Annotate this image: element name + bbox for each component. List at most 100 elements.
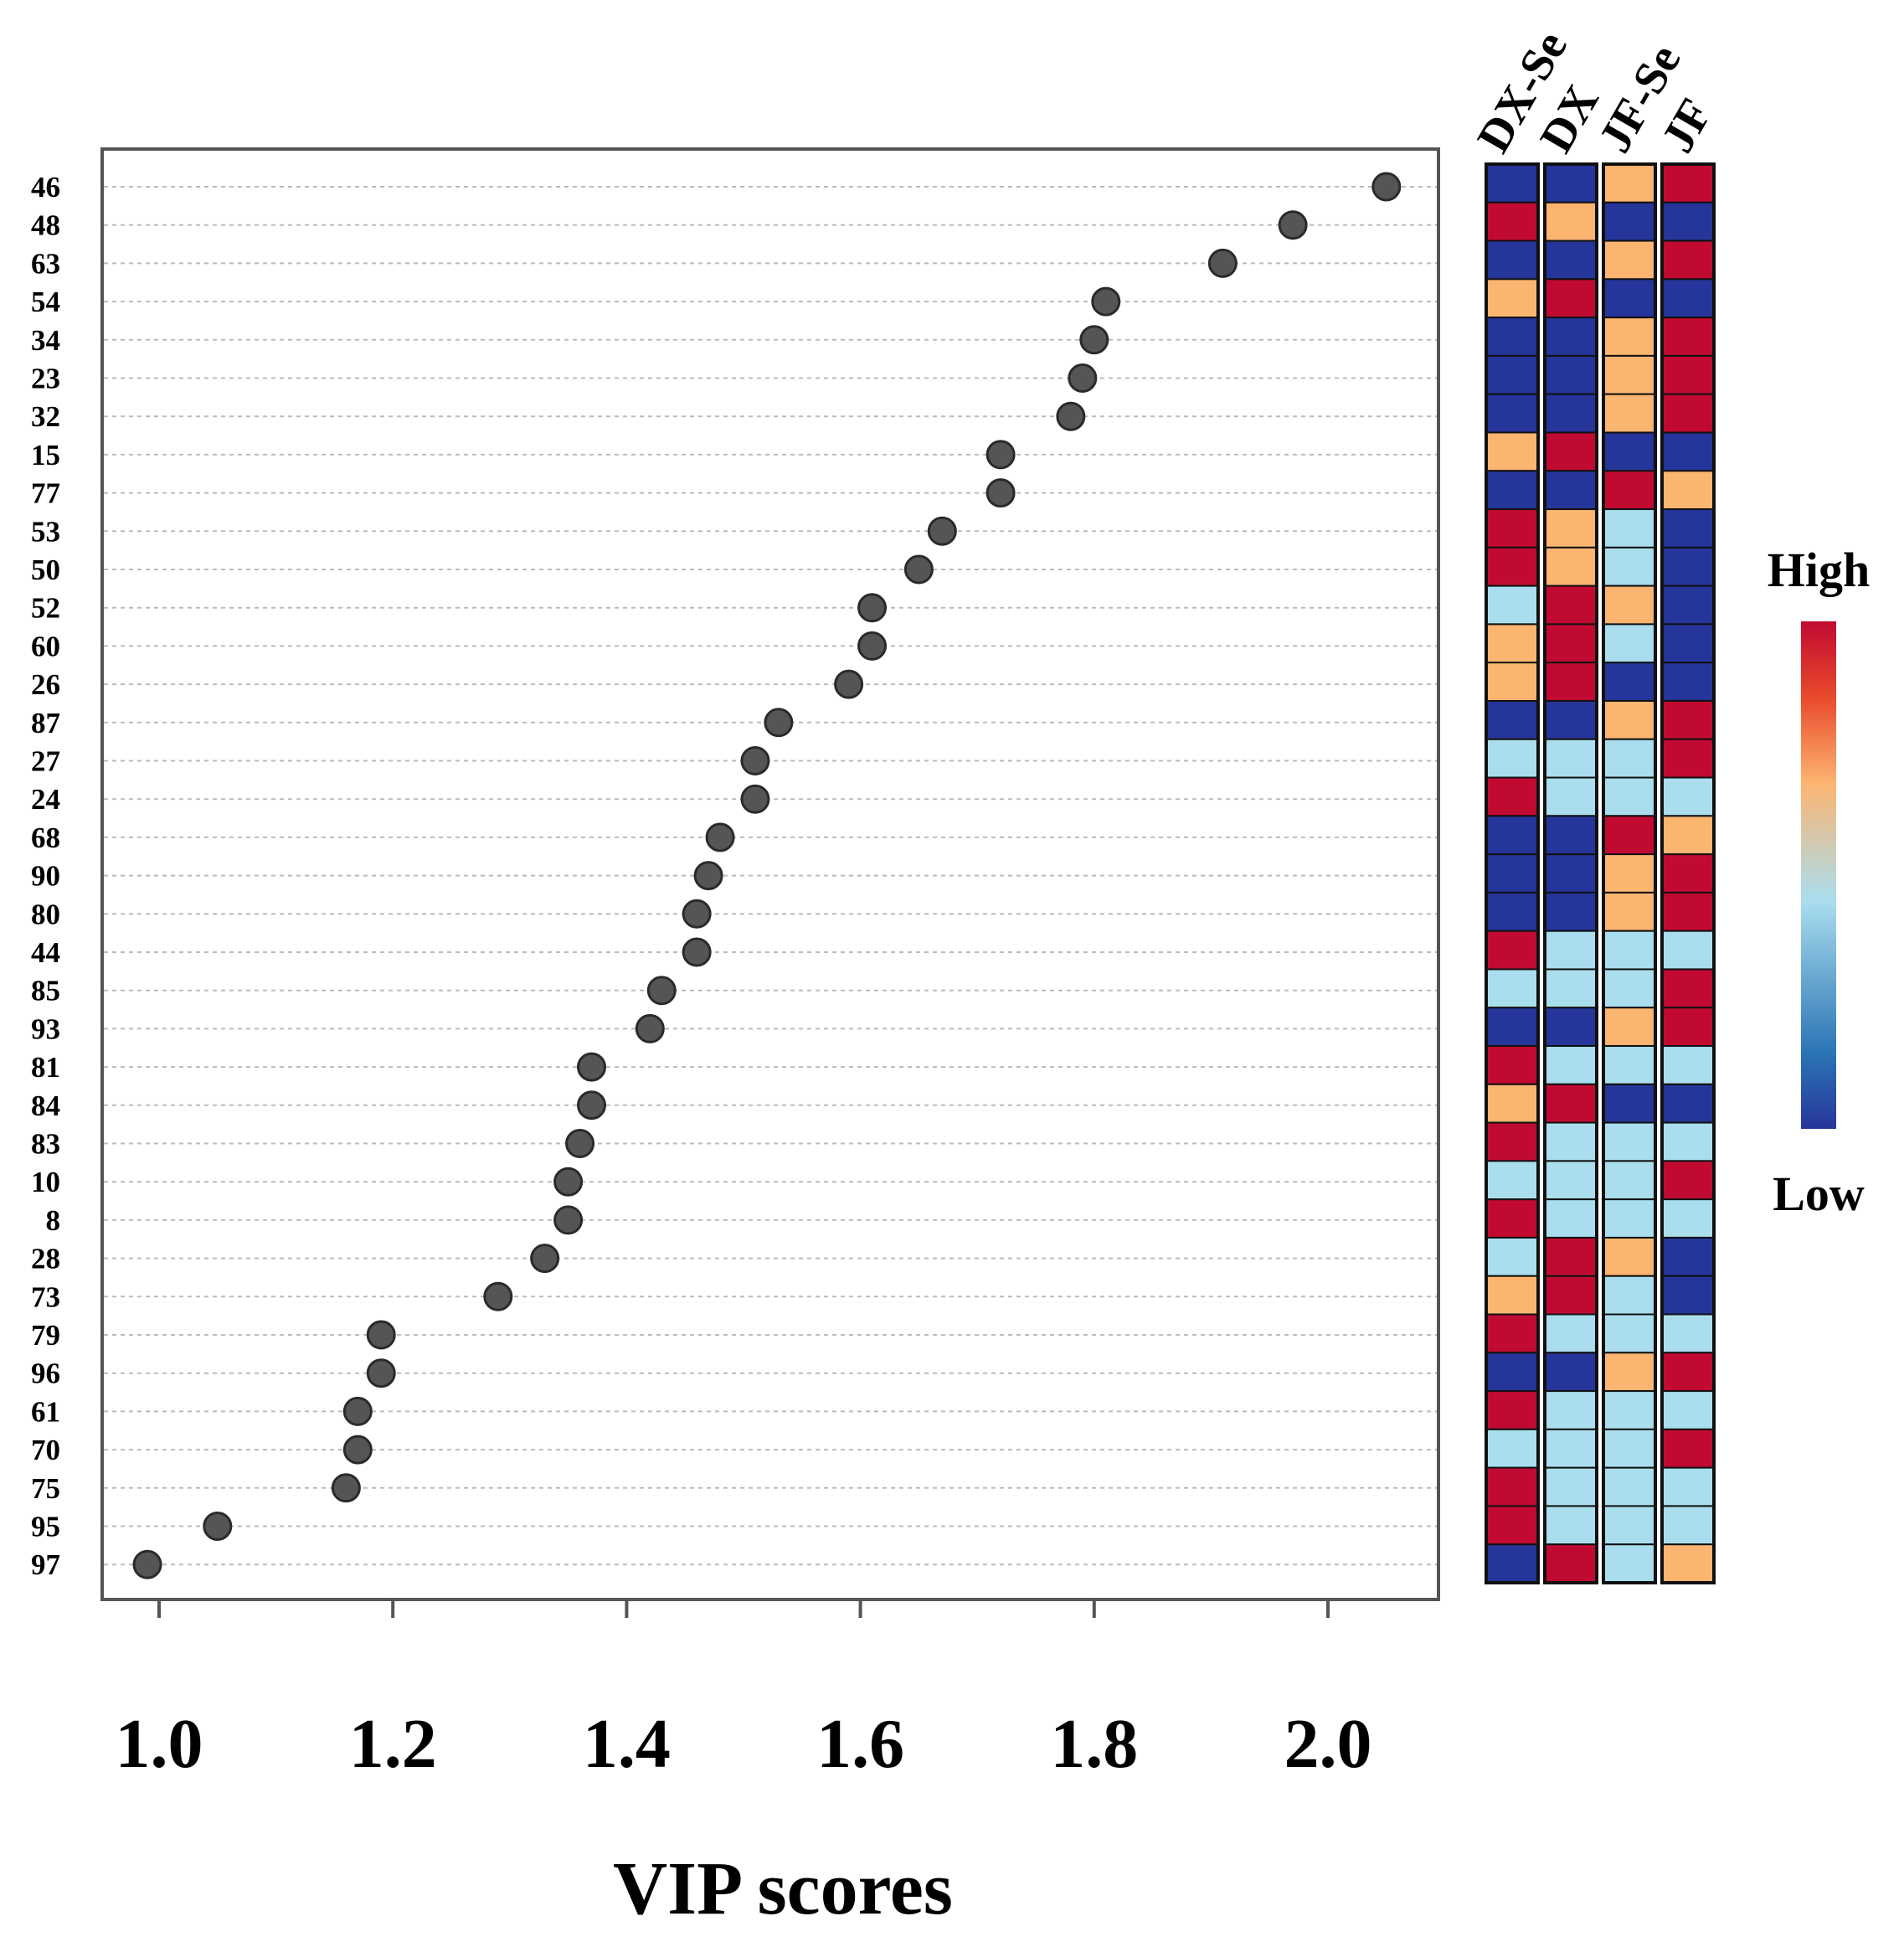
- feature-label: 53: [31, 515, 60, 548]
- heatmap-cell: [1661, 662, 1715, 702]
- heatmap-cell: [1603, 1352, 1656, 1393]
- heatmap-cell: [1603, 1505, 1656, 1546]
- heatmap-cell: [1485, 470, 1539, 511]
- vip-point: [740, 746, 770, 775]
- color-legend: High Low: [1768, 543, 1871, 1221]
- feature-label: 44: [31, 936, 60, 969]
- feature-label: 85: [31, 975, 60, 1007]
- heatmap-cell: [1544, 930, 1598, 971]
- heatmap-cell: [1544, 1352, 1598, 1393]
- vip-point: [132, 1549, 162, 1579]
- feature-label: 48: [31, 209, 60, 242]
- heatmap-cell: [1603, 546, 1656, 587]
- heatmap-cell: [1661, 1007, 1715, 1048]
- heatmap-cell: [1544, 278, 1598, 319]
- heatmap-cell: [1485, 1505, 1539, 1546]
- heatmap-cell: [1485, 354, 1539, 395]
- heatmap-cell: [1485, 1236, 1539, 1277]
- heatmap-cell: [1661, 1428, 1715, 1469]
- heatmap-cell: [1661, 470, 1715, 511]
- heatmap-cell: [1485, 853, 1539, 894]
- legend-low-label: Low: [1773, 1167, 1865, 1221]
- heatmap-cell: [1603, 1390, 1656, 1430]
- heatmap-cell: [1544, 163, 1598, 203]
- heatmap-cell: [1485, 1543, 1539, 1584]
- heatmap: [1485, 162, 1716, 1584]
- feature-label: 34: [31, 324, 60, 357]
- heatmap-cell: [1544, 240, 1598, 281]
- heatmap-cell: [1603, 1428, 1656, 1469]
- heatmap-cell: [1661, 508, 1715, 549]
- heatmap-cell: [1485, 240, 1539, 281]
- heatmap-cell: [1661, 1275, 1715, 1316]
- vip-point: [530, 1244, 560, 1274]
- feature-label: 84: [31, 1089, 60, 1122]
- heatmap-cell: [1603, 699, 1656, 740]
- vip-point: [553, 1167, 584, 1197]
- vip-point: [483, 1281, 513, 1311]
- heatmap-cell: [1485, 1466, 1539, 1507]
- heatmap-cell: [1544, 585, 1598, 626]
- feature-label: 73: [31, 1280, 60, 1313]
- vip-point: [857, 631, 888, 661]
- vip-point: [857, 593, 888, 623]
- vip-point: [366, 1320, 396, 1350]
- heatmap-cell: [1661, 431, 1715, 472]
- heatmap-column-border: [1543, 162, 1598, 1584]
- legend-color-bar: [1801, 621, 1836, 1129]
- heatmap-cell: [1544, 1390, 1598, 1430]
- heatmap-cell: [1544, 1543, 1598, 1584]
- heatmap-cell: [1485, 891, 1539, 932]
- heatmap-cell: [1603, 393, 1656, 434]
- heatmap-cell: [1544, 393, 1598, 434]
- heatmap-cell: [1485, 1198, 1539, 1239]
- heatmap-cell: [1603, 1045, 1656, 1085]
- vip-point: [764, 708, 794, 738]
- heatmap-cell: [1603, 623, 1656, 664]
- heatmap-cell: [1485, 815, 1539, 856]
- heatmap-cell: [1485, 738, 1539, 779]
- heatmap-cell: [1661, 853, 1715, 894]
- heatmap-cell: [1661, 1505, 1715, 1546]
- heatmap-cell: [1485, 1160, 1539, 1201]
- heatmap-cell: [1661, 776, 1715, 817]
- feature-label: 46: [31, 171, 60, 203]
- heatmap-cell: [1661, 699, 1715, 740]
- heatmap-cell: [1661, 1466, 1715, 1507]
- x-tick-label: 2.0: [1284, 1705, 1372, 1783]
- feature-label: 28: [31, 1243, 60, 1275]
- feature-label: 93: [31, 1012, 60, 1045]
- vip-point: [1068, 363, 1098, 393]
- vip-point: [682, 937, 712, 967]
- heatmap-cell: [1544, 1198, 1598, 1239]
- x-axis: 1.0 1.2 1.4 1.6 1.8 2.0: [116, 1599, 1372, 1783]
- feature-label: 70: [31, 1434, 60, 1466]
- heatmap-cell: [1485, 1352, 1539, 1393]
- heatmap-cell: [1544, 1045, 1598, 1085]
- feature-label: 10: [31, 1166, 60, 1198]
- vip-point: [635, 1013, 665, 1043]
- heatmap-cell: [1603, 317, 1656, 357]
- heatmap-cell: [1485, 393, 1539, 434]
- heatmap-cell: [1661, 623, 1715, 664]
- heatmap-cell: [1603, 1313, 1656, 1354]
- heatmap-cell: [1485, 1045, 1539, 1085]
- heatmap-cell: [1544, 1121, 1598, 1162]
- heatmap-cell: [1603, 853, 1656, 894]
- heatmap-cell: [1544, 623, 1598, 664]
- feature-label: 60: [31, 630, 60, 662]
- heatmap-cell: [1661, 1390, 1715, 1430]
- heatmap-cell: [1603, 1007, 1656, 1048]
- legend-high-label: High: [1768, 543, 1871, 597]
- vip-point: [646, 976, 677, 1006]
- heatmap-cell: [1485, 1121, 1539, 1162]
- heatmap-cell: [1485, 546, 1539, 587]
- heatmap-cell: [1544, 470, 1598, 511]
- feature-labels: 46 48 63 54 34 23 32 15 77 53 50 52 60 26 87 27 24 68 90 80…: [31, 171, 60, 1581]
- heatmap-cell: [1661, 1236, 1715, 1277]
- vip-point: [740, 784, 770, 814]
- vip-point: [903, 554, 934, 585]
- heatmap-cell: [1603, 1543, 1656, 1584]
- vip-point: [342, 1396, 373, 1426]
